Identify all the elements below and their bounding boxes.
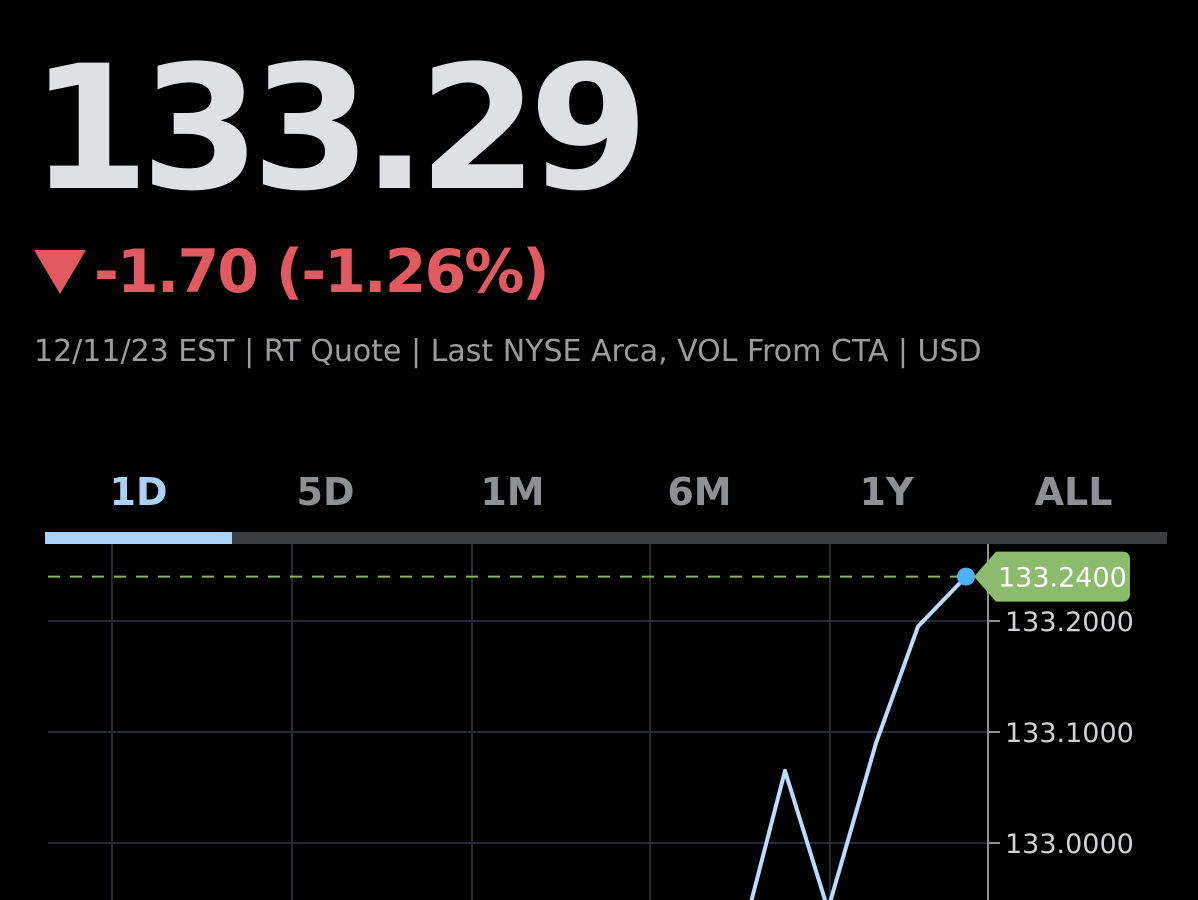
tab-5d[interactable]: 5D bbox=[296, 470, 355, 514]
tab-6m[interactable]: 6M bbox=[667, 470, 732, 514]
y-tick-label-2: 133.0000 bbox=[1005, 829, 1134, 860]
range-tabs: 1D 5D 1M 6M 1Y ALL bbox=[45, 462, 1167, 522]
last-price: 133.29 bbox=[30, 28, 649, 229]
y-tick-label-1: 133.1000 bbox=[1005, 718, 1134, 749]
tab-1y[interactable]: 1Y bbox=[859, 470, 914, 514]
current-value-label: 133.2400 bbox=[998, 563, 1127, 594]
tab-1d[interactable]: 1D bbox=[109, 470, 168, 514]
price-line bbox=[749, 574, 968, 900]
tab-track bbox=[45, 532, 1167, 544]
current-value-badge bbox=[974, 551, 1130, 602]
quote-meta: 12/11/23 EST | RT Quote | Last NYSE Arca… bbox=[34, 334, 982, 369]
current-value-dot bbox=[957, 567, 975, 586]
y-tick-label-0: 133.2000 bbox=[1005, 607, 1134, 638]
price-change-value: -1.70 (-1.26%) bbox=[94, 237, 550, 307]
active-tab-indicator bbox=[45, 532, 232, 544]
tab-all[interactable]: ALL bbox=[1034, 470, 1113, 514]
triangle-down-icon bbox=[34, 250, 86, 294]
price-change: -1.70 (-1.26%) bbox=[34, 236, 550, 308]
tab-1m[interactable]: 1M bbox=[480, 470, 545, 514]
price-chart[interactable]: 133.2000 133.1000 133.0000 133.2400 bbox=[0, 544, 1198, 900]
